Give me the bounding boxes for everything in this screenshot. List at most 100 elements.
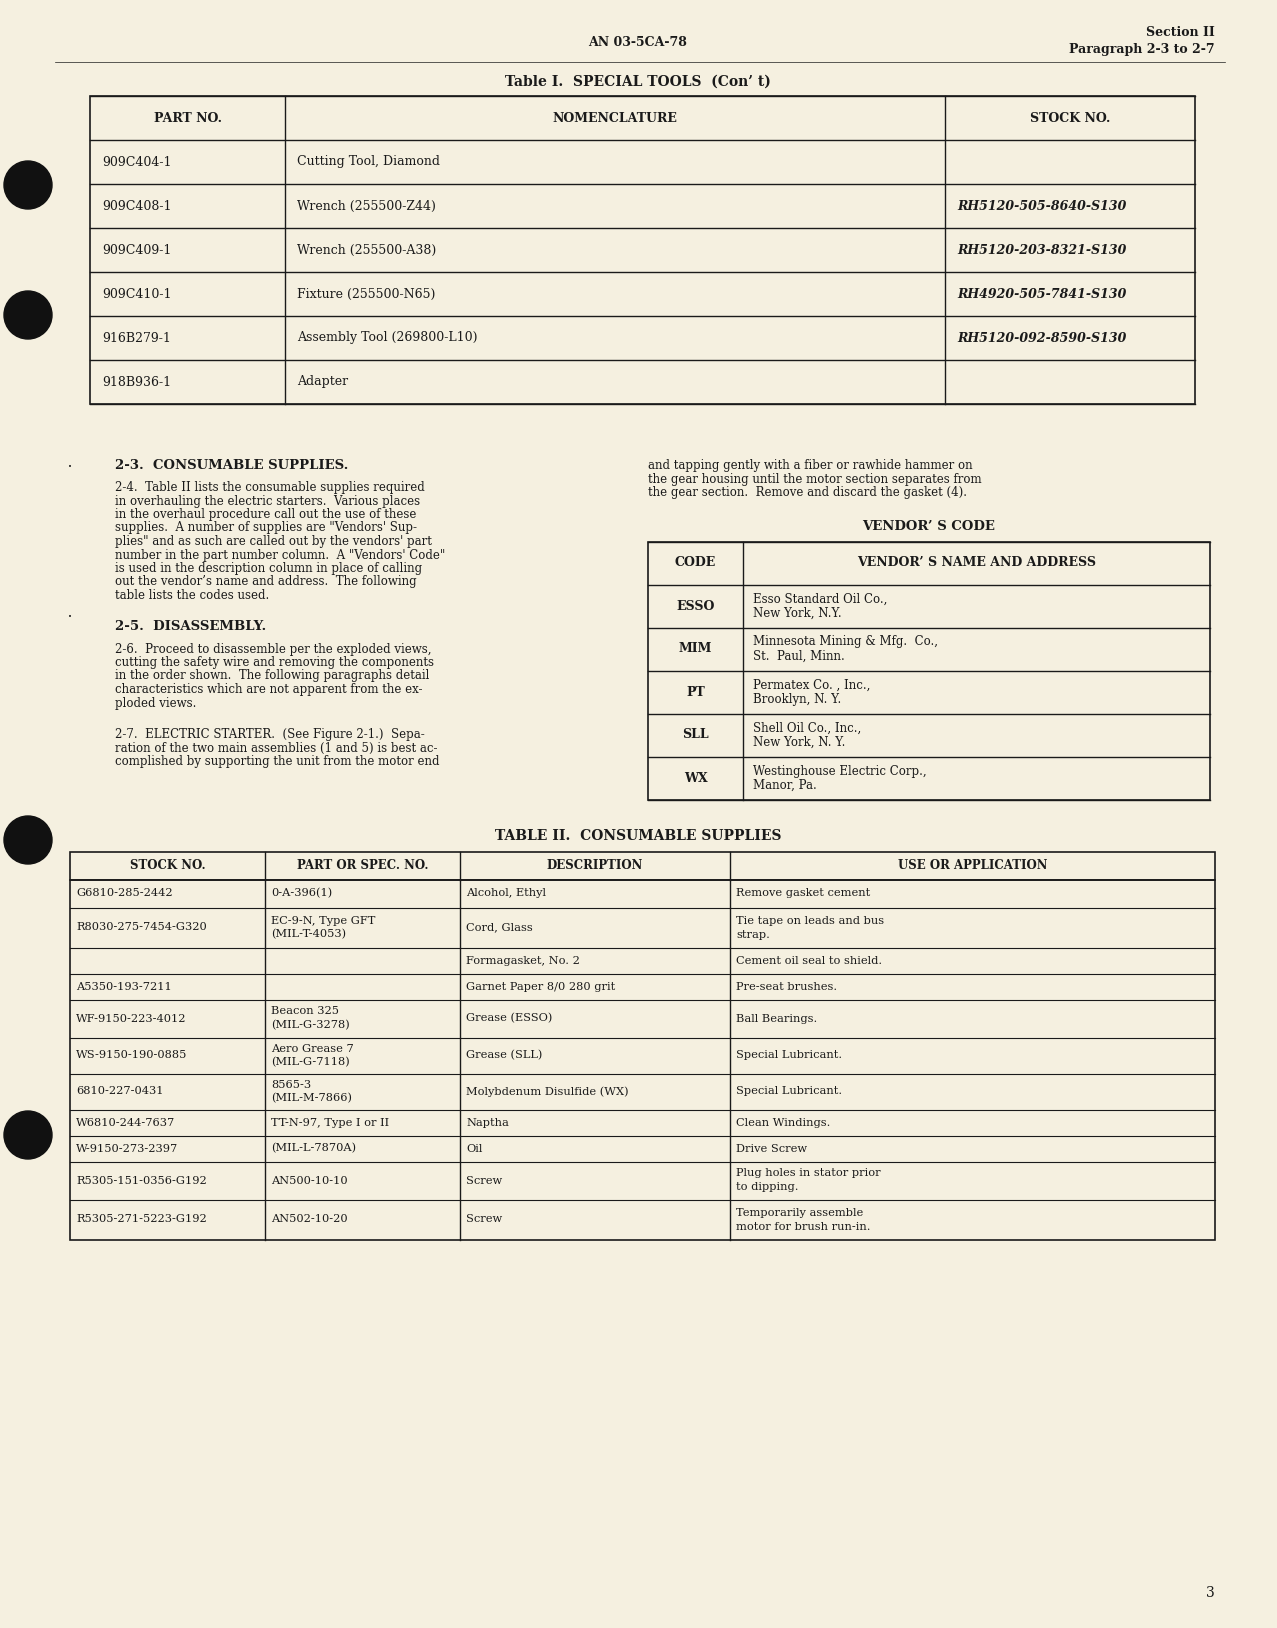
- Text: (MIL-L-7870A): (MIL-L-7870A): [271, 1143, 356, 1154]
- Text: out the vendor’s name and address.  The following: out the vendor’s name and address. The f…: [115, 576, 416, 588]
- Text: EC-9-N, Type GFT: EC-9-N, Type GFT: [271, 915, 375, 925]
- Text: the gear section.  Remove and discard the gasket (4).: the gear section. Remove and discard the…: [647, 487, 967, 500]
- Text: Table I.  SPECIAL TOOLS  (Con’ t): Table I. SPECIAL TOOLS (Con’ t): [506, 75, 771, 90]
- Text: strap.: strap.: [736, 930, 770, 939]
- Text: R5305-151-0356-G192: R5305-151-0356-G192: [77, 1175, 207, 1185]
- Text: VENDOR’ S NAME AND ADDRESS: VENDOR’ S NAME AND ADDRESS: [857, 557, 1096, 570]
- Text: (MIL-G-7118): (MIL-G-7118): [271, 1057, 350, 1068]
- Text: 8565-3: 8565-3: [271, 1079, 312, 1089]
- Text: New York, N. Y.: New York, N. Y.: [753, 736, 845, 749]
- Text: 909C408-1: 909C408-1: [102, 200, 171, 213]
- Text: Cutting Tool, Diamond: Cutting Tool, Diamond: [298, 156, 441, 169]
- Text: Brooklyn, N. Y.: Brooklyn, N. Y.: [753, 692, 842, 705]
- Circle shape: [4, 161, 52, 208]
- Text: to dipping.: to dipping.: [736, 1182, 798, 1192]
- Text: number in the part number column.  A "Vendors' Code": number in the part number column. A "Ven…: [115, 549, 446, 562]
- Text: Tie tape on leads and bus: Tie tape on leads and bus: [736, 915, 884, 925]
- Text: Formagasket, No. 2: Formagasket, No. 2: [466, 956, 580, 965]
- Text: Special Lubricant.: Special Lubricant.: [736, 1086, 842, 1097]
- Text: R5305-271-5223-G192: R5305-271-5223-G192: [77, 1214, 207, 1224]
- Bar: [647, 542, 1211, 799]
- Text: 909C410-1: 909C410-1: [102, 288, 171, 301]
- Text: Temporarily assemble: Temporarily assemble: [736, 1208, 863, 1218]
- Text: Clean Windings.: Clean Windings.: [736, 1117, 830, 1128]
- Text: Assembly Tool (269800-L10): Assembly Tool (269800-L10): [298, 332, 478, 345]
- Text: Beacon 325: Beacon 325: [271, 1006, 338, 1016]
- Text: table lists the codes used.: table lists the codes used.: [115, 589, 269, 602]
- Text: TABLE II.  CONSUMABLE SUPPLIES: TABLE II. CONSUMABLE SUPPLIES: [494, 830, 782, 843]
- Circle shape: [4, 816, 52, 864]
- Text: (MIL-T-4053): (MIL-T-4053): [271, 930, 346, 939]
- Text: Garnet Paper 8/0 280 grit: Garnet Paper 8/0 280 grit: [466, 982, 616, 991]
- Text: Naptha: Naptha: [466, 1117, 508, 1128]
- Text: Plug holes in stator prior: Plug holes in stator prior: [736, 1169, 881, 1179]
- Text: Drive Screw: Drive Screw: [736, 1143, 807, 1154]
- Text: •: •: [68, 464, 72, 470]
- Circle shape: [4, 1110, 52, 1159]
- Text: NOMENCLATURE: NOMENCLATURE: [553, 111, 677, 124]
- Text: (MIL-G-3278): (MIL-G-3278): [271, 1021, 350, 1031]
- Text: 2-5.  DISASSEMBLY.: 2-5. DISASSEMBLY.: [115, 620, 266, 633]
- Text: DESCRIPTION: DESCRIPTION: [547, 860, 644, 873]
- Text: WX: WX: [683, 772, 707, 785]
- Text: AN502-10-20: AN502-10-20: [271, 1214, 347, 1224]
- Bar: [89, 96, 1195, 404]
- Text: Shell Oil Co., Inc.,: Shell Oil Co., Inc.,: [753, 721, 861, 734]
- Text: in the order shown.  The following paragraphs detail: in the order shown. The following paragr…: [115, 669, 429, 682]
- Text: Wrench (255500-Z44): Wrench (255500-Z44): [298, 200, 435, 213]
- Text: Minnesota Mining & Mfg.  Co.,: Minnesota Mining & Mfg. Co.,: [753, 635, 939, 648]
- Text: WS-9150-190-0885: WS-9150-190-0885: [77, 1050, 188, 1060]
- Text: Screw: Screw: [466, 1214, 502, 1224]
- Text: PART OR SPEC. NO.: PART OR SPEC. NO.: [296, 860, 428, 873]
- Text: Aero Grease 7: Aero Grease 7: [271, 1044, 354, 1053]
- Text: Section II: Section II: [1147, 26, 1214, 39]
- Text: STOCK NO.: STOCK NO.: [130, 860, 206, 873]
- Text: 909C409-1: 909C409-1: [102, 244, 171, 257]
- Text: Permatex Co. , Inc.,: Permatex Co. , Inc.,: [753, 679, 871, 692]
- Text: and tapping gently with a fiber or rawhide hammer on: and tapping gently with a fiber or rawhi…: [647, 459, 973, 472]
- Text: plies" and as such are called out by the vendors' part: plies" and as such are called out by the…: [115, 536, 432, 549]
- Text: Grease (ESSO): Grease (ESSO): [466, 1013, 553, 1024]
- Text: USE OR APPLICATION: USE OR APPLICATION: [898, 860, 1047, 873]
- Text: Westinghouse Electric Corp.,: Westinghouse Electric Corp.,: [753, 765, 927, 778]
- Text: Cement oil seal to shield.: Cement oil seal to shield.: [736, 956, 882, 965]
- Text: W6810-244-7637: W6810-244-7637: [77, 1117, 175, 1128]
- Text: G6810-285-2442: G6810-285-2442: [77, 889, 172, 899]
- Text: AN 03-5CA-78: AN 03-5CA-78: [589, 36, 687, 49]
- Text: Adapter: Adapter: [298, 376, 349, 389]
- Text: the gear housing until the motor section separates from: the gear housing until the motor section…: [647, 472, 982, 485]
- Text: 2-4.  Table II lists the consumable supplies required: 2-4. Table II lists the consumable suppl…: [115, 480, 425, 493]
- Text: Ball Bearings.: Ball Bearings.: [736, 1014, 817, 1024]
- Text: Manor, Pa.: Manor, Pa.: [753, 778, 817, 791]
- Text: PT: PT: [686, 685, 705, 698]
- Text: ration of the two main assemblies (1 and 5) is best ac-: ration of the two main assemblies (1 and…: [115, 741, 438, 754]
- Text: •: •: [68, 614, 72, 620]
- Text: 2-7.  ELECTRIC STARTER.  (See Figure 2-1.)  Sepa-: 2-7. ELECTRIC STARTER. (See Figure 2-1.)…: [115, 728, 425, 741]
- Text: VENDOR’ S CODE: VENDOR’ S CODE: [862, 519, 996, 532]
- Text: 916B279-1: 916B279-1: [102, 332, 171, 345]
- Text: 2-6.  Proceed to disassemble per the exploded views,: 2-6. Proceed to disassemble per the expl…: [115, 643, 432, 656]
- Text: Esso Standard Oil Co.,: Esso Standard Oil Co.,: [753, 593, 888, 606]
- Text: Molybdenum Disulfide (WX): Molybdenum Disulfide (WX): [466, 1086, 628, 1097]
- Text: (MIL-M-7866): (MIL-M-7866): [271, 1094, 352, 1104]
- Text: WF-9150-223-4012: WF-9150-223-4012: [77, 1014, 186, 1024]
- Text: Pre-seat brushes.: Pre-seat brushes.: [736, 982, 838, 991]
- Text: ESSO: ESSO: [677, 599, 715, 612]
- Text: RH4920-505-7841-S130: RH4920-505-7841-S130: [956, 288, 1126, 301]
- Text: in overhauling the electric starters.  Various places: in overhauling the electric starters. Va…: [115, 495, 420, 508]
- Text: Special Lubricant.: Special Lubricant.: [736, 1050, 842, 1060]
- Text: 0-A-396(1): 0-A-396(1): [271, 889, 332, 899]
- Text: 2-3.  CONSUMABLE SUPPLIES.: 2-3. CONSUMABLE SUPPLIES.: [115, 459, 349, 472]
- Text: 918B936-1: 918B936-1: [102, 376, 171, 389]
- Bar: [70, 851, 1214, 879]
- Text: Fixture (255500-N65): Fixture (255500-N65): [298, 288, 435, 301]
- Text: 6810-227-0431: 6810-227-0431: [77, 1086, 163, 1097]
- Text: Alcohol, Ethyl: Alcohol, Ethyl: [466, 889, 547, 899]
- Text: Oil: Oil: [466, 1143, 483, 1154]
- Text: in the overhaul procedure call out the use of these: in the overhaul procedure call out the u…: [115, 508, 416, 521]
- Circle shape: [4, 291, 52, 339]
- Text: Grease (SLL): Grease (SLL): [466, 1050, 543, 1061]
- Text: 909C404-1: 909C404-1: [102, 156, 171, 169]
- Text: supplies.  A number of supplies are "Vendors' Sup-: supplies. A number of supplies are "Vend…: [115, 521, 418, 534]
- Text: A5350-193-7211: A5350-193-7211: [77, 982, 171, 991]
